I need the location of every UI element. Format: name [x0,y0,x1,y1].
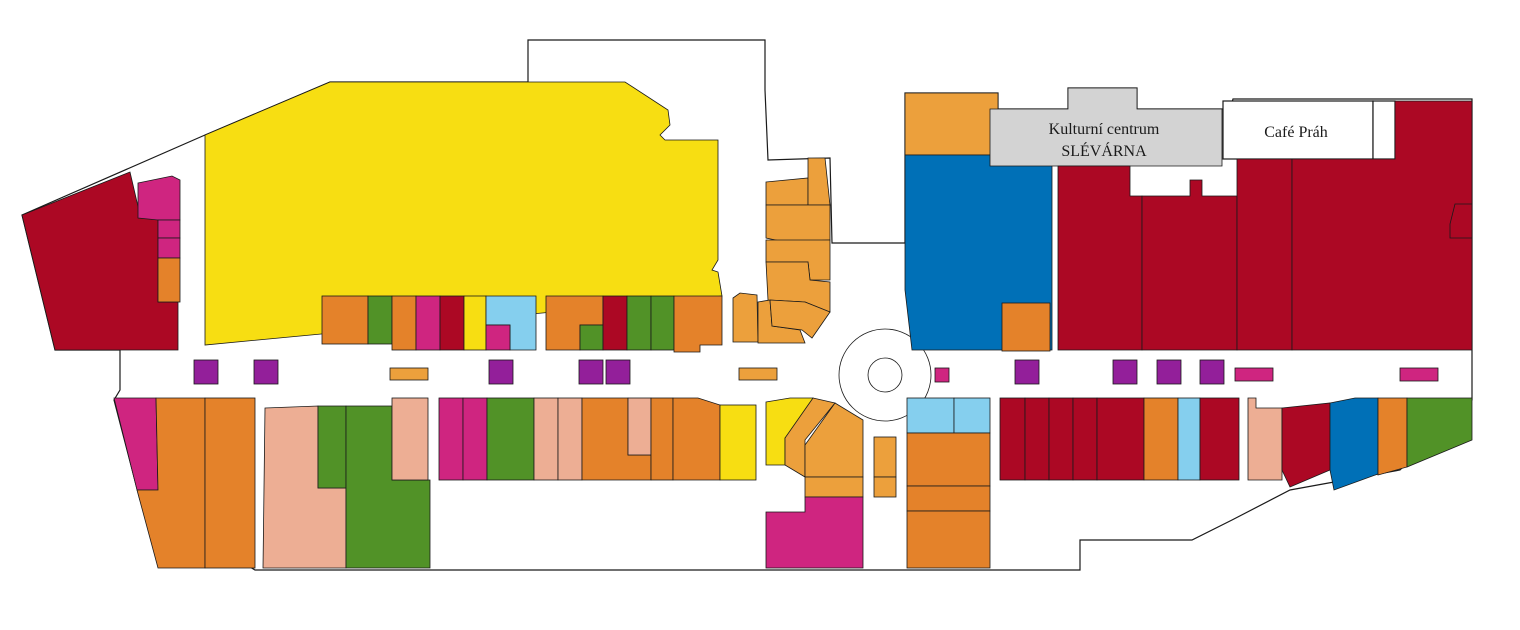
store-es-15[interactable] [1281,402,1331,488]
store-s-1[interactable] [113,397,159,491]
store-es-5[interactable] [906,510,991,569]
kiosk-8[interactable] [934,367,950,383]
store-e-3[interactable] [1057,165,1143,351]
kiosk-10[interactable] [1112,359,1138,385]
store-s-15[interactable] [650,397,674,481]
store-es-12[interactable] [1177,397,1201,481]
store-s-12[interactable] [557,397,583,481]
kiosk-4[interactable] [488,359,514,385]
store-n-3[interactable] [391,295,417,351]
store-e-2[interactable] [1001,302,1051,352]
store-s-5[interactable] [317,405,347,489]
kiosk-14[interactable] [1399,367,1439,382]
store-n-1[interactable] [321,295,369,345]
store-n-2[interactable] [367,295,393,345]
store-l-1[interactable] [137,175,181,221]
store-es-8[interactable] [1048,397,1074,481]
store-n-4[interactable] [415,295,441,351]
kiosk-5[interactable] [578,359,604,385]
slevarna-label: SLÉVÁRNA [1061,141,1147,160]
store-n-10[interactable] [579,324,604,351]
cafe-annex [1372,100,1396,160]
store-c-3[interactable] [765,177,809,206]
store-es-3[interactable] [906,432,991,487]
store-n-12[interactable] [626,295,652,351]
store-cs-7[interactable] [873,476,897,498]
store-cs-4[interactable] [804,476,864,498]
store-s-16[interactable] [672,397,721,481]
kiosk-1[interactable] [193,359,219,385]
store-cs-5[interactable] [765,496,864,569]
kiosk-3[interactable] [389,367,429,381]
store-e-4[interactable] [1141,179,1238,351]
store-cs-6[interactable] [873,436,897,478]
fountain [867,357,903,393]
store-c-8[interactable] [769,299,831,339]
kiosk-13[interactable] [1234,367,1274,382]
kiosk-2[interactable] [253,359,279,385]
store-n-13[interactable] [650,295,675,351]
store-es-9[interactable] [1072,397,1098,481]
store-s-9[interactable] [462,397,488,481]
store-es-16[interactable] [1329,397,1379,491]
store-s-10[interactable] [486,397,535,481]
store-s-17[interactable] [719,404,757,481]
store-es-7[interactable] [1024,397,1050,481]
store-es-2[interactable] [953,397,991,434]
store-c-5[interactable] [765,204,831,243]
store-es-17[interactable] [1377,397,1408,476]
store-s-11[interactable] [533,397,559,481]
hypermarket[interactable] [204,81,723,346]
store-es-13[interactable] [1199,397,1240,481]
store-n-8[interactable] [485,324,511,351]
kiosk-9[interactable] [1014,359,1040,385]
kulturni-centrum-label: Kulturní centrum [1049,121,1160,138]
store-e-5[interactable] [1236,158,1293,351]
store-es-4[interactable] [906,485,991,512]
store-s-8[interactable] [438,397,464,481]
kiosk-12[interactable] [1199,359,1225,385]
store-n-6[interactable] [463,295,487,351]
store-s-7[interactable] [391,397,429,481]
kiosk-7[interactable] [738,367,778,381]
store-l-2[interactable] [157,219,181,239]
store-l-3[interactable] [157,237,181,259]
kiosk-6[interactable] [605,359,631,385]
anchor-store-northeast[interactable] [1291,100,1473,351]
store-es-1[interactable] [906,397,955,434]
store-e-1[interactable] [904,92,999,156]
store-n-11[interactable] [602,295,628,351]
store-c-1[interactable] [732,292,759,343]
cafe-prah[interactable] [1222,100,1374,160]
store-n-5[interactable] [439,295,465,351]
store-es-14[interactable] [1247,397,1283,481]
store-n-14[interactable] [673,295,723,353]
store-es-11[interactable] [1143,397,1179,481]
store-es-10[interactable] [1096,397,1145,481]
kiosk-11[interactable] [1156,359,1182,385]
store-s-3[interactable] [204,397,256,569]
store-l-4[interactable] [157,257,181,303]
cafe-prah-label: Café Práh [1264,124,1328,141]
store-es-6[interactable] [999,397,1026,481]
store-s-14[interactable] [627,397,652,456]
store-es-18[interactable] [1406,397,1473,468]
